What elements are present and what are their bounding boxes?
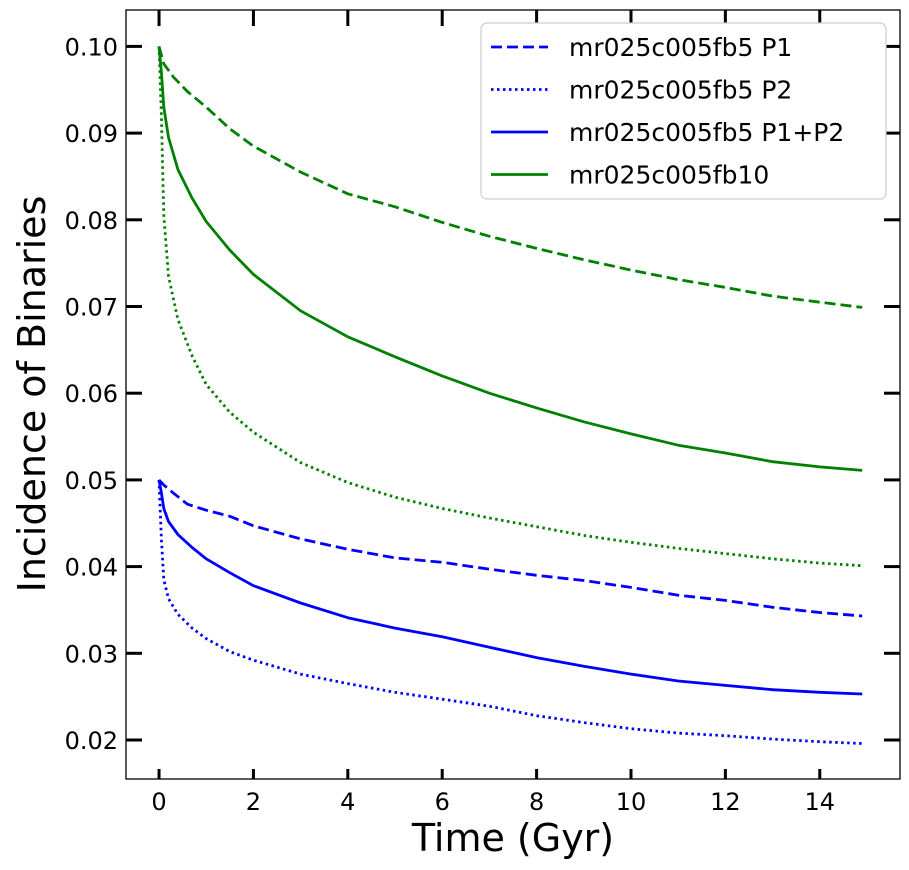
axis-ticks: 0 2 4 6 8 10 12 14 0.02 0.03 0.04 0.05 0.06 0.07 0.08 0… xyxy=(65,10,900,816)
x-tick-label: 0 xyxy=(151,788,166,816)
legend-label: mr025c005fb10 xyxy=(569,161,769,190)
series-line-2 xyxy=(157,46,863,568)
y-tick-label: 0.06 xyxy=(65,380,118,408)
legend: mr025c005fb5 P1 mr025c005fb5 P2 mr025c005f… xyxy=(480,22,887,200)
x-tick-label: 2 xyxy=(246,788,261,816)
plot-frame xyxy=(125,9,901,780)
series-line-3 xyxy=(157,46,863,472)
x-tick-label: 4 xyxy=(340,788,355,816)
x-tick-label: 6 xyxy=(435,788,450,816)
y-tick-label: 0.03 xyxy=(65,640,118,668)
x-axis-label: Time (Gyr) xyxy=(411,816,614,860)
series-line-4 xyxy=(157,478,863,618)
series-line-6 xyxy=(157,479,863,696)
y-tick-label: 0.04 xyxy=(65,554,118,582)
legend-label: mr025c005fb5 P2 xyxy=(569,76,792,105)
legend-label: mr025c005fb5 P1+P2 xyxy=(569,118,844,147)
x-tick-label: 8 xyxy=(529,788,544,816)
x-tick-label: 10 xyxy=(616,788,647,816)
y-tick-label: 0.05 xyxy=(65,467,118,495)
y-tick-label: 0.07 xyxy=(65,294,118,322)
y-tick-label: 0.09 xyxy=(65,120,118,148)
y-axis-label: Incidence of Binaries xyxy=(10,196,54,593)
y-tick-label: 0.10 xyxy=(65,33,118,61)
series-layer xyxy=(157,46,863,745)
x-tick-label: 12 xyxy=(710,788,741,816)
series-line-1 xyxy=(157,46,863,309)
series-line-5 xyxy=(157,479,863,745)
legend-label: mr025c005fb5 P1 xyxy=(569,33,792,62)
legend-box xyxy=(480,22,887,200)
y-tick-label: 0.02 xyxy=(65,727,118,755)
y-tick-label: 0.08 xyxy=(65,207,118,235)
x-tick-label: 14 xyxy=(804,788,835,816)
